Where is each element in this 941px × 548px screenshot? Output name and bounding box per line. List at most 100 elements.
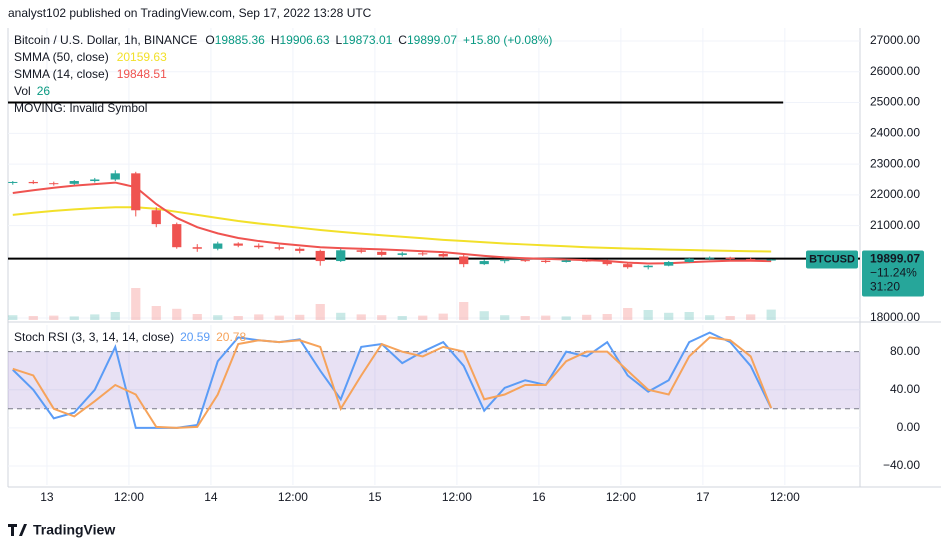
ohlc-value: 19899.07 <box>407 33 457 47</box>
price-box <box>862 250 924 297</box>
brand: TradingView <box>8 522 115 538</box>
candle-body <box>582 260 592 262</box>
candle-body <box>705 257 715 259</box>
ohlc-label: C <box>398 33 407 47</box>
publisher: analyst102 published on TradingView.com,… <box>8 6 372 20</box>
legend-name: SMMA (50, close) <box>14 50 109 64</box>
volume-bar <box>766 309 776 320</box>
candle-body <box>315 250 325 262</box>
volume-bar <box>49 315 59 320</box>
volume-bar <box>479 311 489 320</box>
candle-body <box>479 261 489 265</box>
candle-body <box>28 181 38 184</box>
volume-bar <box>274 315 284 320</box>
price-tag-price: 19899.07 <box>870 252 920 266</box>
candle-body <box>49 183 59 185</box>
candle-body <box>274 247 284 249</box>
candle-body <box>541 260 551 262</box>
candle-body <box>438 253 448 257</box>
x-tick-label: 12:00 <box>606 490 636 504</box>
x-tick-label: 12:00 <box>278 490 308 504</box>
candle-body <box>602 260 612 265</box>
volume-bar <box>459 302 469 320</box>
volume-bar <box>315 304 325 320</box>
volume-bar <box>643 310 653 320</box>
logo <box>8 524 27 536</box>
tag-symbol: BTCUSD <box>809 253 855 265</box>
volume-bar <box>418 315 428 320</box>
x-tick-label: 14 <box>204 490 218 504</box>
y-tick-label: 23000.00 <box>870 156 920 170</box>
candle-body <box>172 224 182 248</box>
candle-body <box>520 260 530 262</box>
volume-bar <box>131 288 141 320</box>
volume-bar <box>110 312 120 320</box>
symbol-title: Bitcoin / U.S. Dollar, 1h, BINANCE <box>14 33 197 47</box>
ohlc-label: O <box>205 33 214 47</box>
y-tick-label: 24000.00 <box>870 125 920 139</box>
band-fill <box>8 351 860 409</box>
candle-body <box>561 260 571 262</box>
volume-bar <box>192 314 202 320</box>
price-tag-countdown: 31:20 <box>870 280 900 294</box>
volume-bar <box>705 315 715 320</box>
candle-body <box>684 258 694 262</box>
volume-bar <box>28 316 38 320</box>
x-tick-label: 12:00 <box>114 490 144 504</box>
x-tick-label: 12:00 <box>770 490 800 504</box>
candle-body <box>90 179 100 182</box>
ohlc-value: 19873.01 <box>342 33 392 47</box>
x-tick-label: 13 <box>40 490 54 504</box>
x-tick-label: 16 <box>532 490 546 504</box>
legend-row: SMMA (50, close) 20159.63 <box>14 50 167 64</box>
legend-value: 20.78 <box>216 330 246 344</box>
y-tick-label: 22000.00 <box>870 187 920 201</box>
legend-value: 20.59 <box>180 330 210 344</box>
volume-bar <box>233 316 243 320</box>
ohlc-label: H <box>271 33 280 47</box>
volume-bar <box>254 314 264 320</box>
candle-body <box>725 257 735 259</box>
indicator-title: Stoch RSI (3, 3, 14, 14, close) <box>14 330 174 344</box>
volume-bar <box>520 316 530 320</box>
candle-body <box>336 250 346 262</box>
y-tick-label: 40.00 <box>890 382 920 396</box>
candle-body <box>418 253 428 255</box>
candle-body <box>459 256 469 265</box>
volume-bar <box>295 314 305 320</box>
candle-body <box>254 245 264 248</box>
volume-bar <box>8 315 18 320</box>
x-tick-label: 15 <box>368 490 382 504</box>
candle-body <box>295 248 305 251</box>
volume-bar <box>356 314 366 320</box>
volume-bar <box>684 312 694 320</box>
legend-row: Stoch RSI (3, 3, 14, 14, close) 20.59 20.7… <box>14 330 246 344</box>
volume-bar <box>438 313 448 320</box>
y-tick-label: 27000.00 <box>870 33 920 47</box>
y-tick-label: 0.00 <box>897 420 921 434</box>
candle-body <box>643 265 653 268</box>
volume-bar <box>623 308 633 320</box>
volume-bar <box>151 306 161 320</box>
legend-name: SMMA (14, close) <box>14 67 109 81</box>
legend-name: Vol <box>14 84 31 98</box>
candle-body <box>356 250 366 252</box>
candle-body <box>623 264 633 268</box>
y-tick-label: 80.00 <box>890 344 920 358</box>
candle-body <box>766 259 776 261</box>
y-tick-label: −40.00 <box>883 458 920 472</box>
candle-body <box>664 261 674 266</box>
candle-body <box>8 181 18 183</box>
candle-body <box>377 251 387 255</box>
candle-body <box>69 181 79 184</box>
ohlc-value: 19885.36 <box>215 33 265 47</box>
tag-box <box>806 250 858 269</box>
volume-bar <box>602 314 612 320</box>
candle-body <box>213 243 223 249</box>
y-tick-label: 21000.00 <box>870 218 920 232</box>
volume-bar <box>90 314 100 320</box>
candle-body <box>151 210 161 225</box>
ohlc-value: 19906.63 <box>279 33 329 47</box>
volume-bar <box>746 314 756 320</box>
